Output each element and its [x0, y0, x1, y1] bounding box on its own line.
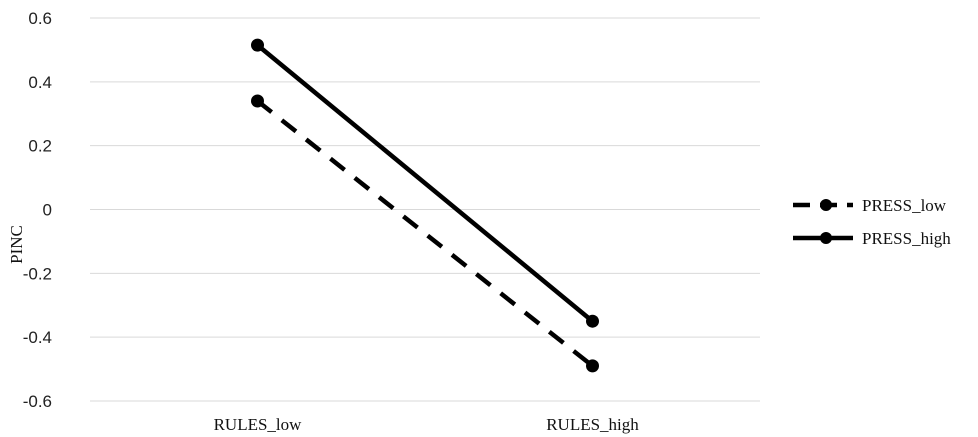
legend-marker-press-low — [820, 199, 832, 211]
data-point-press-low-rules-low — [251, 94, 264, 108]
y-tick-label: -0.2 — [23, 264, 52, 283]
y-tick-label: 0.6 — [28, 9, 52, 28]
data-point-press-high-rules-high — [586, 314, 599, 328]
legend-label-press-high: PRESS_high — [862, 229, 951, 248]
legend: PRESS_low PRESS_high — [793, 196, 951, 248]
y-tick-label: -0.4 — [23, 328, 52, 347]
x-axis-ticks: RULES_low RULES_high — [214, 415, 640, 434]
y-tick-label: 0 — [43, 201, 52, 220]
x-tick-label-rules-high: RULES_high — [546, 415, 639, 434]
data-point-press-high-rules-low — [251, 38, 264, 52]
legend-marker-press-high — [820, 232, 832, 244]
y-tick-label: 0.4 — [28, 73, 52, 92]
y-tick-label: -0.6 — [23, 392, 52, 411]
series-press-low — [251, 94, 599, 373]
legend-label-press-low: PRESS_low — [862, 196, 947, 215]
y-tick-label: 0.2 — [28, 137, 52, 156]
x-tick-label-rules-low: RULES_low — [214, 415, 303, 434]
series-line-press-low — [256, 99, 594, 368]
gridlines — [90, 17, 760, 402]
data-point-press-low-rules-high — [586, 359, 599, 373]
y-axis-ticks: 0.6 0.4 0.2 0 -0.2 -0.4 -0.6 — [23, 9, 52, 411]
y-axis-title: PINC — [7, 225, 26, 264]
series-group — [251, 38, 599, 373]
series-line-press-high — [256, 43, 594, 323]
legend-item-press-low: PRESS_low — [793, 196, 947, 215]
legend-item-press-high: PRESS_high — [793, 229, 951, 248]
series-press-high — [251, 38, 599, 328]
